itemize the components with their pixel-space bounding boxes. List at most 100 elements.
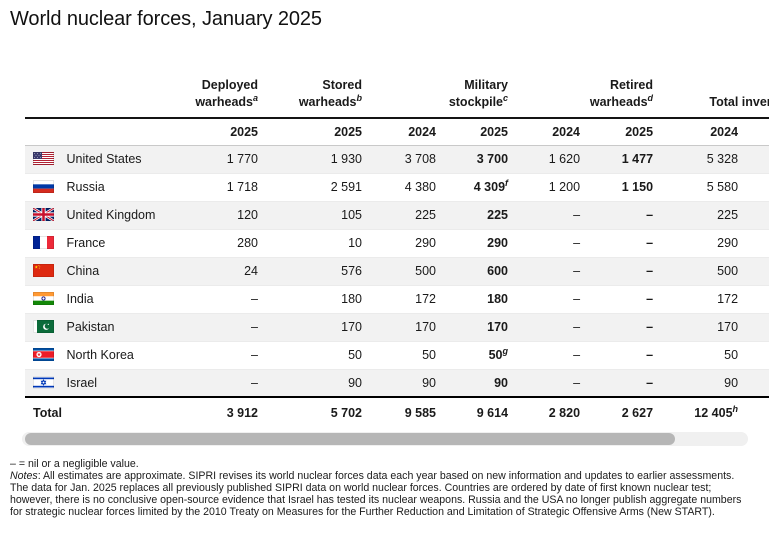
cell-deployed: 1 718: [226, 180, 258, 194]
cell-deployed: –: [251, 375, 258, 390]
cell-retired-2024: 1 620: [548, 152, 581, 166]
cell-total-2024: 172: [717, 292, 739, 306]
country-cell: France: [25, 229, 175, 257]
table-row-north-korea: North Korea – 50 50 50g – – 50: [25, 341, 769, 369]
cell-military-2024: 500: [415, 264, 436, 278]
header-retired-warheads: Retired warheadsd: [512, 66, 658, 119]
country-cell: United Kingdom: [25, 201, 175, 229]
country-cell: United States: [25, 145, 175, 173]
cell-total-2024: 170: [717, 320, 739, 334]
cell-military-2024: 3 708: [404, 152, 436, 166]
footnote-ref-g: g: [502, 345, 509, 356]
header-total-inventory: Total inventory: [657, 66, 769, 119]
table-row-israel: Israel – 90 90 90 – – 90: [25, 369, 769, 397]
notes-line: The data for Jan. 2025 replaces all prev…: [10, 481, 712, 494]
country-name: United States: [66, 152, 142, 166]
total-label-cell: Total: [25, 396, 175, 427]
country-name: France: [66, 236, 106, 250]
cell-deployed: 1 770: [226, 152, 258, 166]
cell-total-2024: 5 580: [706, 180, 739, 194]
cell-retired-2024: –: [573, 320, 581, 334]
legend-line: – = nil or a negligible value.: [10, 458, 139, 470]
india-flag-icon: [33, 292, 54, 305]
united-states-flag-icon: [33, 152, 54, 165]
country-name: Russia: [66, 180, 105, 194]
cell-retired-2024: –: [573, 375, 581, 390]
country-cell: Pakistan: [25, 313, 175, 341]
year-total-2024: 2024: [657, 118, 743, 146]
cell-stored: 1 930: [330, 152, 362, 166]
cell-retired-2025: –: [646, 292, 654, 306]
cell-military-2024: 90: [422, 375, 436, 390]
cell-retired-2024: 1 200: [548, 180, 581, 194]
country-name: United Kingdom: [66, 208, 156, 222]
cell-total-2024: 12 405h: [657, 396, 743, 427]
year-retired-2025: 2025: [584, 118, 658, 146]
country-name: Pakistan: [66, 320, 115, 334]
year-military-2024: 2024: [366, 118, 440, 146]
cell-military-2025: 600: [487, 264, 509, 278]
cell-retired-2024: –: [573, 208, 581, 222]
cell-stored: 5 702: [262, 396, 366, 427]
cell-military-2025: 290: [487, 236, 509, 250]
cell-retired-2025: 2 627: [584, 396, 658, 427]
cell-military-2024: 9 585: [366, 396, 440, 427]
country-name: North Korea: [66, 348, 134, 362]
cell-deployed: 280: [237, 236, 258, 250]
cell-retired-2025: –: [646, 320, 654, 334]
year-stored: 2025: [262, 118, 366, 146]
cell-retired-2025: –: [646, 348, 654, 362]
cell-military-2025: 225: [487, 208, 509, 222]
header-military-stockpile: Military stockpilec: [366, 66, 513, 119]
cell-military-2025: 50g: [488, 345, 509, 362]
nuclear-forces-table-viewport: Deployed warheadsa Stored warheadsb Mili…: [25, 66, 769, 432]
table-row-united-kingdom: United Kingdom 120 105 225 225 – – 225: [25, 201, 769, 229]
cell-military-2024: 170: [415, 320, 436, 334]
israel-flag-icon: [33, 375, 54, 389]
footnote-ref-f: f: [505, 177, 509, 188]
cell-deployed: 120: [237, 208, 258, 222]
table-row-total: Total 3 912 5 702 9 585 9 614 2 820 2 62…: [25, 396, 769, 427]
cell-military-2024: 172: [415, 292, 436, 306]
cell-deployed: –: [251, 320, 258, 334]
table-row-united-states: United States 1 770 1 930 3 708 3 700 1 …: [25, 145, 769, 173]
spacer-cell: [742, 396, 769, 427]
country-name: China: [66, 264, 100, 278]
cell-military-2025: 170: [487, 320, 509, 334]
cell-stored: 10: [348, 236, 362, 250]
north-korea-flag-icon: [33, 348, 54, 361]
page-title: World nuclear forces, January 2025: [10, 8, 322, 30]
country-name: India: [66, 292, 94, 306]
cell-stored: 576: [341, 264, 362, 278]
cell-military-2024: 50: [422, 348, 436, 362]
cell-stored: 50: [348, 348, 362, 362]
cell-retired-2024: –: [573, 264, 581, 278]
cell-retired-2025: –: [646, 375, 654, 390]
footnote-ref-b: b: [356, 92, 363, 103]
cell-retired-2025: 1 150: [621, 180, 654, 194]
cell-retired-2024: –: [573, 348, 581, 362]
cell-military-2025: 4 309f: [473, 177, 509, 194]
header-stored-warheads: Stored warheadsb: [262, 66, 366, 119]
cell-stored: 90: [348, 375, 362, 390]
cell-retired-2024: –: [573, 236, 581, 250]
footnote-ref-d: d: [647, 92, 654, 103]
country-cell: China: [25, 257, 175, 285]
cell-retired-2025: –: [646, 236, 654, 250]
horizontal-scrollbar-thumb[interactable]: [25, 433, 675, 445]
table-row-china: China 24 576 500 600 – – 500: [25, 257, 769, 285]
spacer-cell: [742, 369, 769, 397]
notes-line: Notes: All estimates are approximate. SI…: [10, 469, 735, 482]
cell-total-2024: 225: [717, 208, 739, 222]
spacer-cell: [742, 341, 769, 369]
cell-total-2024: 50: [724, 348, 739, 362]
spacer-cell: [742, 285, 769, 313]
cell-military-2025: 90: [494, 375, 509, 390]
cell-total-2024: 90: [724, 375, 739, 390]
cell-total-2024: 500: [717, 264, 739, 278]
year-header-row: 2025 2025 2024 2025 2024 2025 2024: [25, 118, 769, 146]
spacer-cell: [742, 173, 769, 201]
cell-stored: 2 591: [330, 180, 362, 194]
cell-deployed: 24: [244, 264, 258, 278]
horizontal-scrollbar-track[interactable]: [22, 432, 748, 446]
